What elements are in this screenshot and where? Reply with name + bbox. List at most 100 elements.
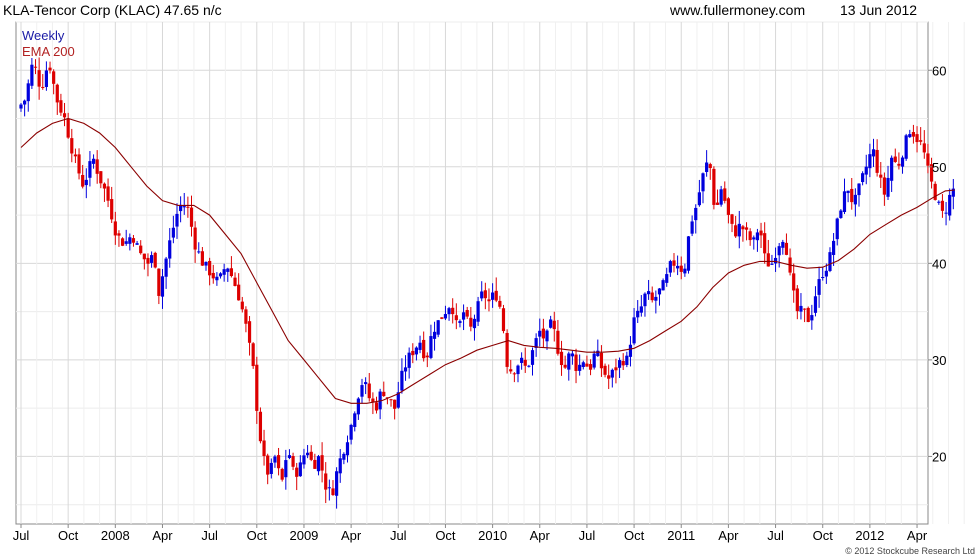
candle-body [164, 258, 168, 277]
candle-body [574, 354, 578, 371]
candle-body [636, 310, 640, 318]
x-axis-ticks: Jul Oct 2008 Apr Jul Oct 2009 Apr Jul Oct 2010 Apr J… [13, 524, 928, 543]
candle-body [890, 157, 894, 181]
candle-body [763, 233, 767, 254]
candle-body [661, 280, 665, 291]
candle-body [770, 263, 774, 265]
candle-body [516, 365, 520, 375]
candle-body [189, 207, 194, 227]
candle-body [77, 154, 81, 174]
candle-body [345, 442, 350, 456]
candle-body [99, 171, 103, 184]
candle-body [186, 206, 190, 208]
candle-body [643, 293, 647, 307]
candle-body [668, 261, 672, 273]
candle-body [233, 277, 237, 286]
candle-body [389, 399, 393, 401]
candle-body [617, 360, 622, 368]
candle-body [269, 462, 273, 474]
candle-body [694, 207, 698, 221]
candle-body [396, 392, 400, 408]
candle-body [128, 237, 132, 244]
candle-body [211, 272, 215, 279]
candle-body [893, 156, 897, 162]
chart-date: 13 Jun 2012 [840, 2, 918, 18]
candle-body [868, 154, 872, 169]
y-tick-label: 50 [932, 160, 946, 175]
candle-body [26, 83, 30, 102]
candle-body [33, 66, 38, 68]
candle-body [926, 153, 930, 166]
candle-body [530, 350, 535, 365]
candle-body [171, 227, 175, 238]
candle-body [759, 230, 763, 236]
candle-body [766, 253, 770, 267]
candle-body [875, 149, 879, 173]
candle-body [175, 213, 179, 227]
candle-body [512, 373, 516, 375]
candle-body [480, 291, 484, 299]
candle-body [839, 210, 843, 218]
x-tick-label: Jul [579, 528, 596, 543]
candle-body [182, 206, 186, 208]
candle-body [258, 411, 263, 442]
candle-body [744, 227, 749, 230]
candle-body [320, 455, 324, 471]
candle-body [280, 468, 284, 480]
candle-body [538, 330, 542, 337]
candle-body [545, 330, 549, 342]
candle-body [335, 471, 339, 496]
x-tick-label: Oct [247, 528, 268, 543]
candle-body [157, 268, 161, 296]
candle-body [937, 201, 941, 203]
candle-body [726, 198, 730, 215]
candle-body [356, 398, 360, 415]
candle-body [193, 227, 197, 250]
candle-body [846, 190, 850, 194]
candle-body [505, 332, 509, 367]
candle-body [349, 424, 353, 440]
x-tick-label: Apr [530, 528, 551, 543]
chart-title: KLA-Tencor Corp (KLAC) 47.65 n/c [3, 2, 222, 18]
candle-body [331, 488, 335, 496]
candle-body [835, 218, 839, 240]
candle-body [650, 292, 654, 301]
candle-body [734, 225, 738, 237]
candlestick-series [19, 57, 955, 509]
candle-body [719, 189, 723, 205]
candle-body [806, 307, 810, 322]
candle-body [276, 455, 281, 469]
candle-body [393, 399, 397, 409]
candle-body [291, 456, 295, 467]
candle-body [871, 149, 876, 157]
candle-body [567, 353, 571, 370]
candle-body [498, 300, 502, 307]
candle-body [948, 194, 952, 216]
candle-body [614, 367, 618, 371]
candle-body [251, 343, 255, 367]
candle-body [168, 240, 172, 259]
candle-body [160, 276, 165, 297]
x-tick-label: Apr [907, 528, 928, 543]
candle-body [73, 154, 78, 157]
candle-body [414, 347, 419, 355]
x-tick-label: 2012 [855, 528, 884, 543]
candle-body [316, 456, 321, 472]
source-site[interactable]: www.fullermoney.com [670, 2, 806, 18]
candle-body [371, 398, 375, 403]
candle-body [476, 301, 480, 322]
candle-body [712, 168, 716, 205]
x-tick-label: Oct [624, 528, 645, 543]
candle-body [382, 391, 386, 397]
candle-body [436, 320, 440, 335]
candle-body [131, 238, 136, 243]
candle-body [255, 364, 259, 411]
candle-body [440, 317, 444, 319]
candle-body [218, 273, 223, 277]
candle-body [149, 255, 154, 263]
candle-body [802, 308, 807, 310]
candle-body [940, 200, 945, 211]
candle-body [451, 307, 455, 315]
candle-body [458, 321, 462, 323]
